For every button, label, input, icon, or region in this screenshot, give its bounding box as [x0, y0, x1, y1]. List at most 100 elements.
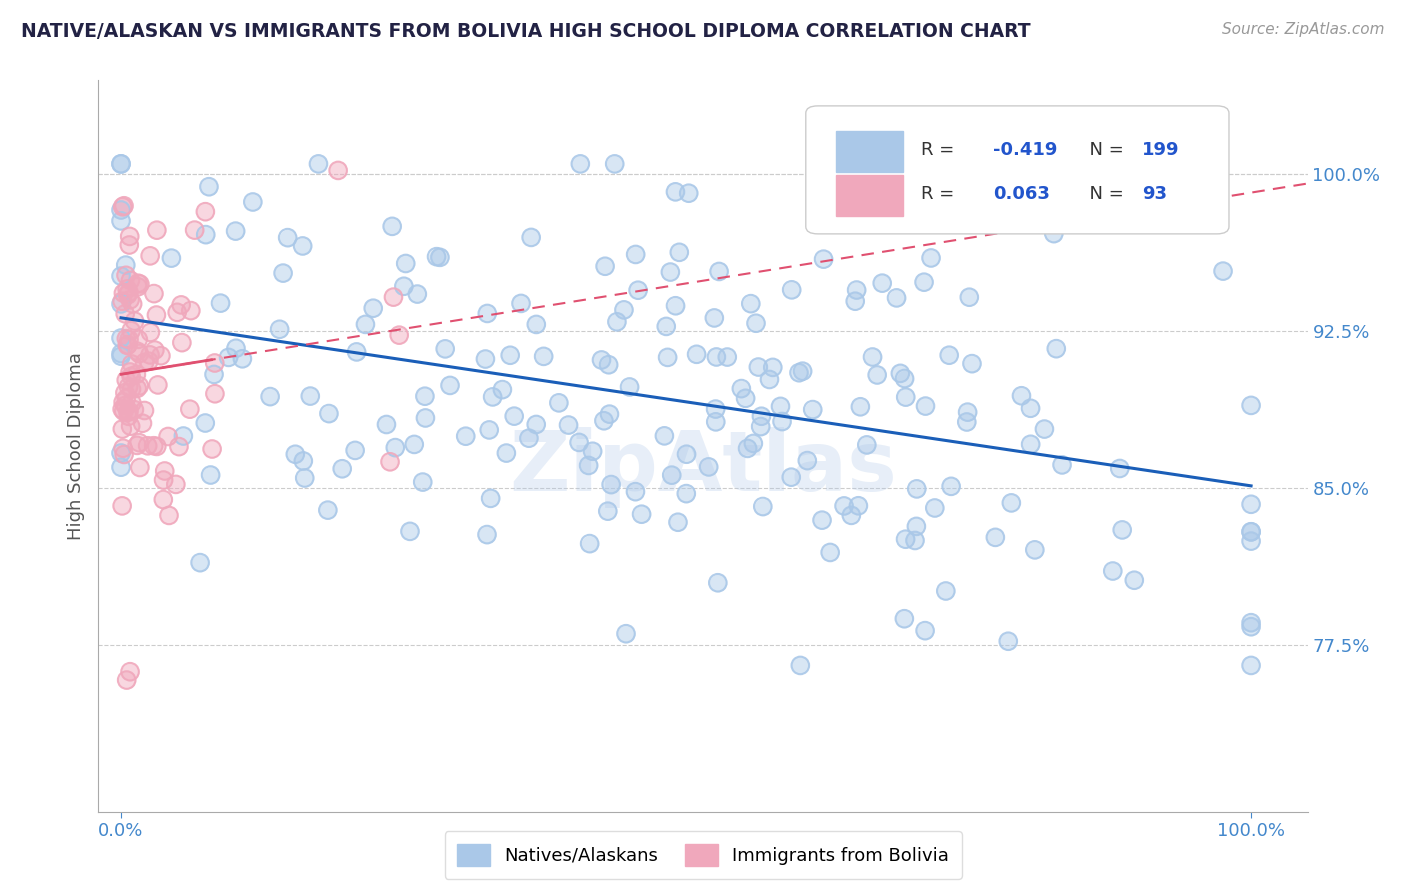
Point	[866, 368, 889, 382]
Point	[110, 346, 132, 360]
Point	[114, 399, 136, 413]
Point	[118, 238, 141, 252]
Point	[183, 223, 205, 237]
Point	[613, 302, 636, 317]
Point	[770, 415, 793, 429]
Point	[118, 229, 141, 244]
Point	[388, 328, 411, 343]
Point	[384, 441, 406, 455]
Text: N =: N =	[1078, 185, 1129, 202]
Point	[127, 279, 149, 293]
Point	[769, 400, 792, 414]
Point	[886, 291, 908, 305]
Point	[198, 179, 221, 194]
Point	[734, 392, 756, 406]
Point	[675, 486, 697, 500]
Point	[912, 275, 935, 289]
Point	[425, 250, 447, 264]
Text: -0.419: -0.419	[993, 141, 1057, 159]
Point	[675, 447, 697, 461]
Point	[654, 429, 676, 443]
Point	[200, 468, 222, 483]
Point	[118, 229, 141, 244]
Point	[115, 268, 138, 283]
Point	[924, 500, 946, 515]
Point	[112, 447, 135, 461]
Point	[194, 227, 217, 242]
Point	[194, 416, 217, 430]
Point	[749, 419, 772, 434]
Point	[145, 439, 167, 453]
Point	[758, 372, 780, 386]
Point	[269, 322, 291, 336]
Point	[659, 265, 682, 279]
Point	[145, 308, 167, 322]
Point	[499, 348, 522, 362]
Point	[1019, 437, 1042, 451]
Point	[382, 290, 405, 304]
Point	[938, 348, 960, 362]
Point	[117, 338, 139, 352]
Point	[818, 545, 841, 559]
Point	[478, 423, 501, 437]
Point	[1240, 398, 1263, 412]
Point	[142, 439, 165, 453]
Point	[111, 294, 134, 309]
Point	[578, 458, 600, 473]
Point	[845, 283, 868, 297]
Point	[110, 460, 132, 475]
Point	[188, 556, 211, 570]
Point	[524, 318, 547, 332]
Point	[136, 439, 159, 453]
Point	[115, 673, 138, 687]
Point	[745, 316, 768, 330]
Point	[957, 290, 980, 304]
Point	[685, 347, 707, 361]
Point	[344, 443, 367, 458]
Point	[475, 527, 498, 541]
Point	[110, 446, 132, 460]
Point	[600, 477, 623, 491]
Point	[110, 346, 132, 360]
Point	[170, 335, 193, 350]
Point	[378, 455, 401, 469]
Point	[292, 454, 315, 468]
Point	[707, 264, 730, 278]
Point	[1240, 524, 1263, 539]
Point	[131, 416, 153, 430]
Point	[547, 396, 569, 410]
Point	[780, 283, 803, 297]
Point	[1240, 398, 1263, 412]
Point	[134, 355, 156, 369]
Point	[1042, 227, 1064, 241]
Point	[127, 344, 149, 359]
Point	[569, 157, 592, 171]
Point	[893, 612, 915, 626]
Point	[399, 524, 422, 539]
Point	[606, 315, 628, 329]
Point	[120, 293, 142, 307]
Point	[110, 157, 132, 171]
Point	[291, 239, 314, 253]
Point	[557, 418, 579, 433]
Point	[1042, 227, 1064, 241]
Point	[920, 251, 942, 265]
Y-axis label: High School Diploma: High School Diploma	[66, 352, 84, 540]
Point	[1101, 564, 1123, 578]
Text: R =: R =	[921, 141, 960, 159]
Point	[1240, 534, 1263, 549]
Point	[225, 341, 247, 355]
Point	[117, 380, 139, 394]
Point	[904, 533, 927, 548]
Point	[167, 440, 190, 454]
Point	[242, 194, 264, 209]
Point	[152, 492, 174, 507]
Point	[152, 473, 174, 487]
Point	[862, 350, 884, 364]
Point	[110, 214, 132, 228]
Point	[661, 468, 683, 483]
Point	[204, 356, 226, 370]
Point	[1045, 342, 1067, 356]
Point	[747, 359, 769, 374]
Point	[704, 415, 727, 429]
